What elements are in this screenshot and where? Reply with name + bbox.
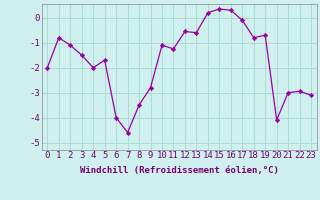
X-axis label: Windchill (Refroidissement éolien,°C): Windchill (Refroidissement éolien,°C) xyxy=(80,166,279,175)
